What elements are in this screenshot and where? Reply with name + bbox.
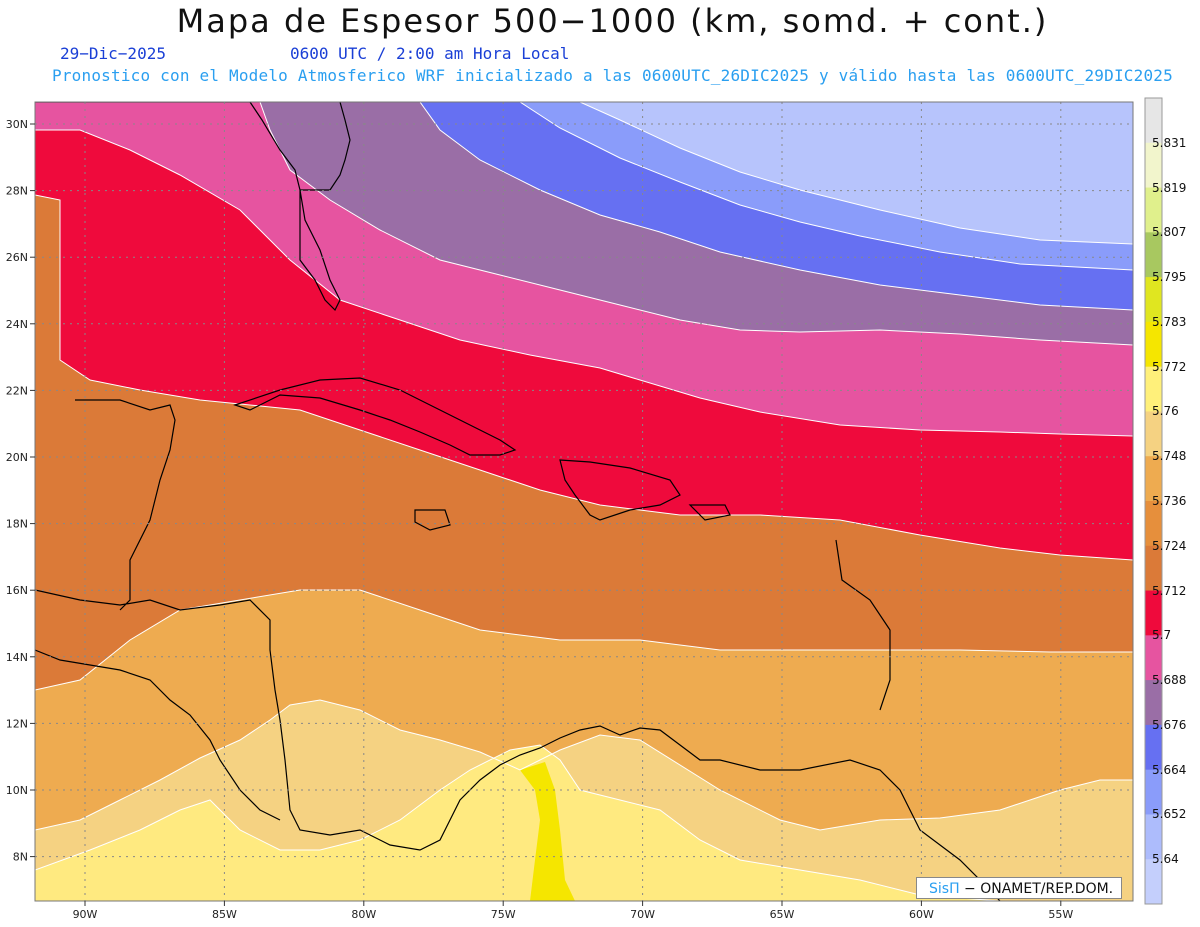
colorbar-swatch: [1145, 98, 1162, 144]
lon-label: 55W: [1048, 908, 1073, 921]
colorbar-swatch: [1145, 366, 1162, 412]
colorbar-label: 5.7: [1152, 628, 1172, 643]
colorbar-swatch: [1145, 411, 1162, 457]
colorbar-label: 5.688: [1152, 673, 1187, 688]
colorbar-swatch: [1145, 321, 1162, 368]
colorbar-swatch: [1145, 814, 1162, 860]
light-blue-band: [520, 102, 1133, 270]
colorbar-label: 5.807: [1152, 225, 1187, 240]
dark-orange-band: [35, 195, 1133, 690]
lat-label: 30N: [6, 118, 28, 131]
colorbar-swatch: [1145, 680, 1162, 726]
colorbar-swatch: [1145, 724, 1162, 771]
colorbar: [1144, 97, 1163, 905]
colorbar-label: 5.676: [1152, 717, 1187, 732]
lat-label: 8N: [13, 851, 28, 864]
yellow-band: [35, 745, 1000, 901]
lat-label: 22N: [6, 384, 28, 397]
lon-label: 70W: [630, 908, 655, 921]
lon-label: 90W: [73, 908, 98, 921]
forecast-date: 29−Dic−2025: [60, 44, 166, 63]
lon-label: 60W: [909, 908, 934, 921]
lon-label: 80W: [351, 908, 376, 921]
colorbar-swatch: [1145, 769, 1162, 815]
lat-label: 24N: [6, 318, 28, 331]
colorbar-label: 5.772: [1152, 359, 1187, 374]
purple-band: [260, 102, 1133, 345]
lon-label: 65W: [770, 908, 795, 921]
colorbar-label: 5.64: [1152, 852, 1179, 867]
longitude-axis: 90W 85W 80W 75W 70W 65W 60W 55W: [73, 901, 1073, 921]
lat-label: 28N: [6, 185, 28, 198]
colorbar-label: 5.795: [1152, 270, 1187, 285]
colorbar-label: 5.724: [1152, 538, 1187, 553]
colorbar-label: 5.664: [1152, 762, 1187, 777]
forecast-time: 0600 UTC / 2:00 am Hora Local: [290, 44, 570, 63]
colorbar-label: 5.712: [1152, 583, 1187, 598]
colorbar-label: 5.819: [1152, 180, 1187, 195]
credit-box: SisΠ − ONAMET/REP.DOM.: [916, 877, 1122, 899]
deep-yellow-band: [520, 762, 575, 901]
colorbar-swatch: [1145, 456, 1162, 502]
pink-band: [35, 102, 1133, 436]
coastlines: [35, 102, 1001, 901]
lat-label: 16N: [6, 584, 28, 597]
credit-text: − ONAMET/REP.DOM.: [959, 881, 1114, 897]
colorbar-swatch: [1145, 859, 1162, 905]
lat-label: 14N: [6, 651, 28, 664]
red-band: [35, 130, 1133, 560]
lon-label: 75W: [491, 908, 516, 921]
lat-label: 10N: [6, 784, 28, 797]
colorbar-label: 5.831: [1152, 135, 1187, 150]
colorbar-label: 5.736: [1152, 494, 1187, 508]
lon-label: 85W: [212, 908, 237, 921]
colorbar-swatch: [1145, 187, 1162, 233]
pale-blue-band: [580, 102, 1133, 244]
model-info: Pronostico con el Modelo Atmosferico WRF…: [52, 66, 1173, 85]
lat-label: 20N: [6, 451, 28, 464]
colorbar-swatch: [1145, 142, 1162, 189]
blue-band: [420, 102, 1133, 310]
colorbar-swatch: [1145, 590, 1162, 636]
colorbar-swatch: [1145, 545, 1162, 592]
lat-label: 18N: [6, 518, 28, 531]
lat-label: 26N: [6, 251, 28, 264]
colorbar-label: 5.783: [1152, 314, 1187, 329]
colorbar-swatch: [1145, 232, 1162, 278]
colorbar-label: 5.76: [1152, 404, 1179, 419]
latitude-axis: 30N 28N 26N 24N 22N 20N 18N 16N 14N 12N 10N 8N: [6, 118, 35, 864]
map-title: Mapa de Espesor 500−1000 (km, somd. + co…: [176, 2, 1049, 40]
contour-lines: [35, 102, 1133, 901]
colorbar-swatch: [1145, 635, 1162, 681]
lat-label: 12N: [6, 717, 28, 730]
colorbar-swatch: [1145, 277, 1162, 323]
colorbar-label: 5.748: [1152, 449, 1187, 464]
colorbar-swatch: [1145, 501, 1162, 547]
sispi-brand: SisΠ: [929, 881, 960, 897]
lat-lon-grid: [35, 102, 1133, 901]
colorbar-label: 5.652: [1152, 807, 1187, 822]
